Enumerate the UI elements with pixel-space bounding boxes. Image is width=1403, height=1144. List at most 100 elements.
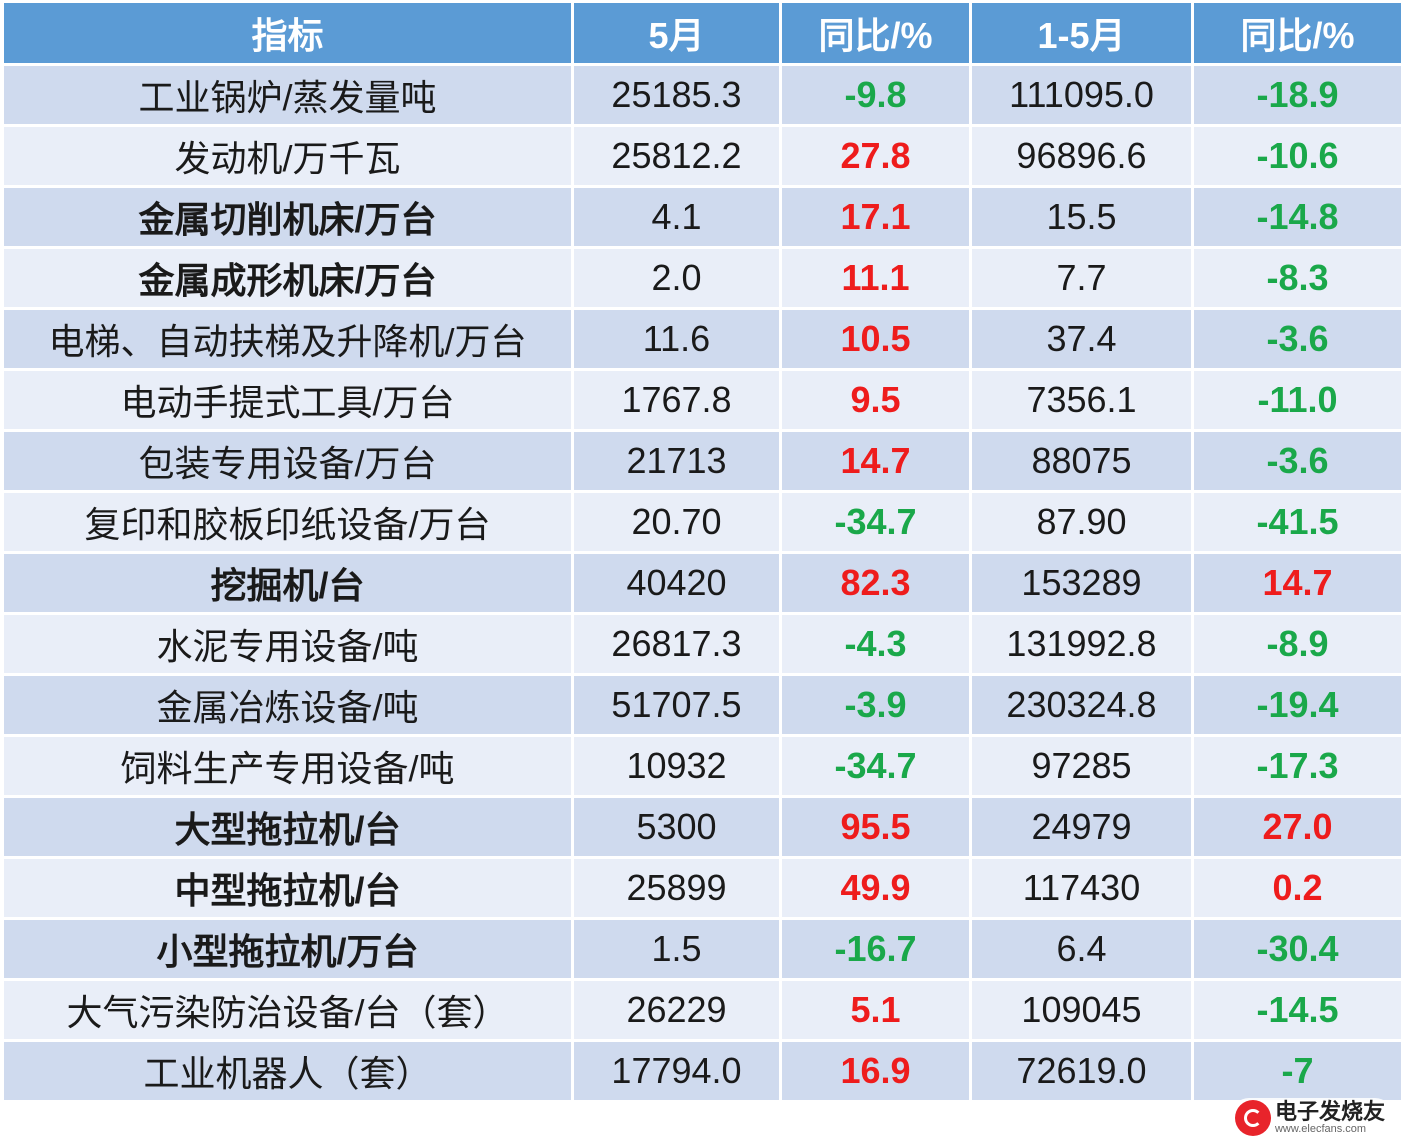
ytd-yoy-value: -7 <box>1191 1039 1403 1103</box>
ytd-value: 97285 <box>969 734 1194 798</box>
ytd-value: 109045 <box>969 978 1194 1042</box>
indicator-name: 大气污染防治设备/台（套） <box>1 978 574 1042</box>
elecfans-watermark: 电子发烧友 www.elecfans.com <box>1230 1098 1393 1138</box>
may-yoy-value: 11.1 <box>779 246 972 310</box>
indicator-name: 复印和胶板印纸设备/万台 <box>1 490 574 554</box>
indicator-name: 工业锅炉/蒸发量吨 <box>1 63 574 127</box>
may-yoy-value: 16.9 <box>779 1039 972 1103</box>
ytd-value: 15.5 <box>969 185 1194 249</box>
ytd-value: 230324.8 <box>969 673 1194 737</box>
header-ytd-yoy: 同比/% <box>1191 0 1403 66</box>
indicator-name: 挖掘机/台 <box>1 551 574 615</box>
may-yoy-value: 49.9 <box>779 856 972 920</box>
may-value: 1767.8 <box>571 368 782 432</box>
ytd-yoy-value: -11.0 <box>1191 368 1403 432</box>
table-row: 大型拖拉机/台 5300 95.5 24979 27.0 <box>1 795 1403 859</box>
table-row: 饲料生产专用设备/吨 10932 -34.7 97285 -17.3 <box>1 734 1403 798</box>
may-yoy-value: -34.7 <box>779 490 972 554</box>
may-value: 1.5 <box>571 917 782 981</box>
table-row: 金属冶炼设备/吨 51707.5 -3.9 230324.8 -19.4 <box>1 673 1403 737</box>
indicator-name: 包装专用设备/万台 <box>1 429 574 493</box>
indicator-name: 电梯、自动扶梯及升降机/万台 <box>1 307 574 371</box>
table-row: 金属成形机床/万台 2.0 11.1 7.7 -8.3 <box>1 246 1403 310</box>
ytd-value: 111095.0 <box>969 63 1194 127</box>
ytd-yoy-value: -8.3 <box>1191 246 1403 310</box>
header-may-yoy: 同比/% <box>779 0 972 66</box>
table-row: 发动机/万千瓦 25812.2 27.8 96896.6 -10.6 <box>1 124 1403 188</box>
production-table: 指标 5月 同比/% 1-5月 同比/% 工业锅炉/蒸发量吨 25185.3 -… <box>1 0 1403 1103</box>
ytd-value: 37.4 <box>969 307 1194 371</box>
watermark-url-text: www.elecfans.com <box>1274 1122 1367 1135</box>
elecfans-logo-icon <box>1234 1100 1271 1136</box>
ytd-yoy-value: -3.6 <box>1191 307 1403 371</box>
ytd-yoy-value: -14.8 <box>1191 185 1403 249</box>
table-row: 水泥专用设备/吨 26817.3 -4.3 131992.8 -8.9 <box>1 612 1403 676</box>
ytd-yoy-value: -41.5 <box>1191 490 1403 554</box>
ytd-yoy-value: 14.7 <box>1191 551 1403 615</box>
may-yoy-value: 95.5 <box>779 795 972 859</box>
table-row: 工业机器人（套） 17794.0 16.9 72619.0 -7 <box>1 1039 1403 1103</box>
table-row: 包装专用设备/万台 21713 14.7 88075 -3.6 <box>1 429 1403 493</box>
indicator-name: 发动机/万千瓦 <box>1 124 574 188</box>
indicator-name: 饲料生产专用设备/吨 <box>1 734 574 798</box>
ytd-value: 88075 <box>969 429 1194 493</box>
header-ytd: 1-5月 <box>969 0 1194 66</box>
ytd-yoy-value: 0.2 <box>1191 856 1403 920</box>
table-row: 小型拖拉机/万台 1.5 -16.7 6.4 -30.4 <box>1 917 1403 981</box>
table-row: 大气污染防治设备/台（套） 26229 5.1 109045 -14.5 <box>1 978 1403 1042</box>
table-row: 电梯、自动扶梯及升降机/万台 11.6 10.5 37.4 -3.6 <box>1 307 1403 371</box>
ytd-value: 72619.0 <box>969 1039 1194 1103</box>
may-yoy-value: -3.9 <box>779 673 972 737</box>
ytd-yoy-value: 27.0 <box>1191 795 1403 859</box>
may-yoy-value: -9.8 <box>779 63 972 127</box>
ytd-yoy-value: -30.4 <box>1191 917 1403 981</box>
ytd-yoy-value: -19.4 <box>1191 673 1403 737</box>
may-yoy-value: 9.5 <box>779 368 972 432</box>
may-yoy-value: 5.1 <box>779 978 972 1042</box>
may-value: 17794.0 <box>571 1039 782 1103</box>
table-row: 挖掘机/台 40420 82.3 153289 14.7 <box>1 551 1403 615</box>
ytd-value: 6.4 <box>969 917 1194 981</box>
may-value: 2.0 <box>571 246 782 310</box>
may-value: 11.6 <box>571 307 782 371</box>
may-value: 5300 <box>571 795 782 859</box>
indicator-name: 中型拖拉机/台 <box>1 856 574 920</box>
ytd-value: 7.7 <box>969 246 1194 310</box>
may-yoy-value: 27.8 <box>779 124 972 188</box>
ytd-yoy-value: -14.5 <box>1191 978 1403 1042</box>
ytd-yoy-value: -8.9 <box>1191 612 1403 676</box>
table-row: 复印和胶板印纸设备/万台 20.70 -34.7 87.90 -41.5 <box>1 490 1403 554</box>
indicator-name: 电动手提式工具/万台 <box>1 368 574 432</box>
may-value: 4.1 <box>571 185 782 249</box>
may-value: 21713 <box>571 429 782 493</box>
ytd-yoy-value: -10.6 <box>1191 124 1403 188</box>
may-yoy-value: -16.7 <box>779 917 972 981</box>
header-row: 指标 5月 同比/% 1-5月 同比/% <box>1 0 1403 66</box>
table-body: 工业锅炉/蒸发量吨 25185.3 -9.8 111095.0 -18.9 发动… <box>1 63 1403 1103</box>
ytd-value: 117430 <box>969 856 1194 920</box>
header-indicator: 指标 <box>1 0 574 66</box>
may-value: 25899 <box>571 856 782 920</box>
may-value: 26817.3 <box>571 612 782 676</box>
ytd-value: 131992.8 <box>969 612 1194 676</box>
header-may: 5月 <box>571 0 782 66</box>
may-yoy-value: -34.7 <box>779 734 972 798</box>
may-value: 25185.3 <box>571 63 782 127</box>
indicator-name: 金属冶炼设备/吨 <box>1 673 574 737</box>
may-value: 51707.5 <box>571 673 782 737</box>
ytd-value: 7356.1 <box>969 368 1194 432</box>
table-header: 指标 5月 同比/% 1-5月 同比/% <box>1 0 1403 66</box>
may-value: 26229 <box>571 978 782 1042</box>
may-yoy-value: -4.3 <box>779 612 972 676</box>
indicator-name: 小型拖拉机/万台 <box>1 917 574 981</box>
indicator-name: 工业机器人（套） <box>1 1039 574 1103</box>
watermark-cn-text: 电子发烧友 <box>1274 1099 1385 1125</box>
ytd-yoy-value: -17.3 <box>1191 734 1403 798</box>
ytd-value: 24979 <box>969 795 1194 859</box>
indicator-name: 金属切削机床/万台 <box>1 185 574 249</box>
may-yoy-value: 82.3 <box>779 551 972 615</box>
ytd-value: 96896.6 <box>969 124 1194 188</box>
indicator-name: 金属成形机床/万台 <box>1 246 574 310</box>
may-value: 10932 <box>571 734 782 798</box>
table-row: 金属切削机床/万台 4.1 17.1 15.5 -14.8 <box>1 185 1403 249</box>
